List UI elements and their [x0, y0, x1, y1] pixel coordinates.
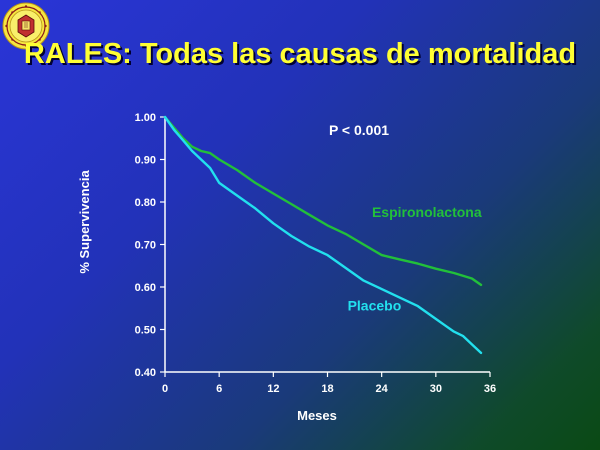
- x-tick-label: 18: [321, 383, 333, 395]
- y-tick-label: 0.90: [135, 155, 156, 167]
- p-value-annotation: P < 0.001: [329, 122, 389, 138]
- y-tick-label: 1.00: [135, 112, 156, 124]
- x-tick-label: 0: [162, 383, 168, 395]
- y-tick-label: 0.70: [135, 240, 156, 252]
- y-tick-label: 0.80: [135, 197, 156, 209]
- series-line-placebo: [163, 115, 483, 355]
- series-line-espironolactona: [163, 115, 483, 287]
- x-tick-label: 24: [376, 383, 389, 395]
- series-label-espironolactona: Espironolactona: [372, 204, 482, 220]
- chart-series: [163, 115, 483, 355]
- y-axis-title: % Supervivencia: [77, 170, 92, 274]
- x-tick-label: 36: [484, 383, 496, 395]
- x-tick-label: 30: [430, 383, 442, 395]
- x-tick-label: 6: [216, 383, 222, 395]
- y-tick-label: 0.50: [135, 325, 156, 337]
- chart-ticks: 1.00 0.90 0.80 0.70 0.60 0.50 0.40 0 6 12 18 24 30 36: [135, 112, 497, 395]
- y-tick-label: 0.60: [135, 282, 156, 294]
- x-tick-label: 12: [267, 383, 279, 395]
- university-seal-logo: [2, 2, 50, 50]
- x-axis-title: Meses: [297, 408, 337, 423]
- chart-labels: Espironolactona Placebo: [348, 204, 482, 314]
- y-tick-label: 0.40: [135, 367, 156, 379]
- slide-title: RALES: Todas las causas de mortalidad: [23, 38, 577, 70]
- series-label-placebo: Placebo: [348, 297, 402, 313]
